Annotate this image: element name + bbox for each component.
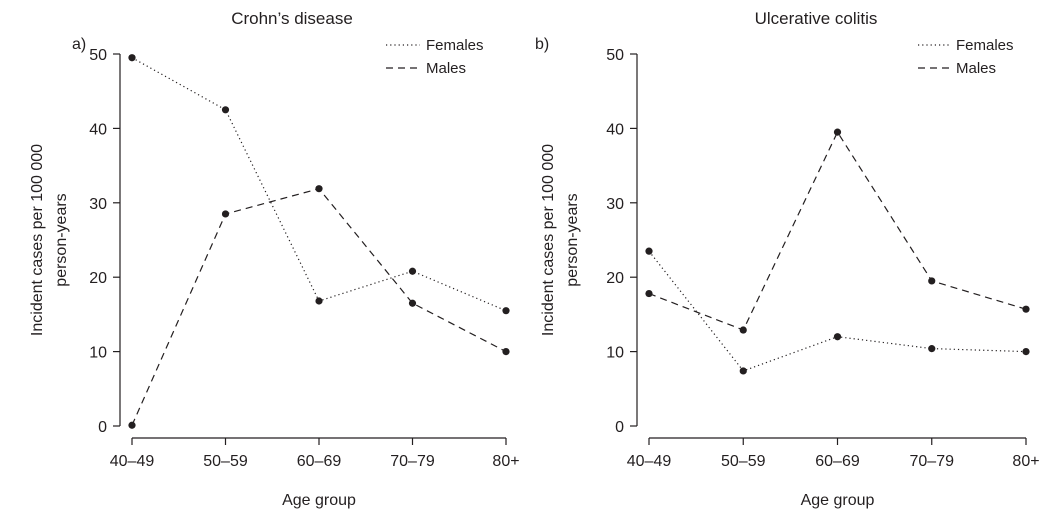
panel-b-y-tick-label: 20 <box>606 270 624 287</box>
panel-b-males-point <box>833 128 842 136</box>
panel-b-x-tick-label: 80+ <box>1012 453 1039 470</box>
panel-a-females-point <box>502 307 510 315</box>
panel-a-x-tick-label: 40–49 <box>110 453 155 470</box>
panel-b-y-axis-title: Incident cases per 100 000 <box>540 144 557 336</box>
panel-a-y-axis-title-line2: person-years <box>53 193 70 286</box>
panel-a-females-point <box>408 267 417 275</box>
panel-a-males-point <box>315 185 323 193</box>
panel-a-letter: a) <box>72 36 86 53</box>
panel-a-males-point <box>128 421 136 429</box>
panel-a-y-axis-title: Incident cases per 100 000 <box>29 144 46 336</box>
panel-b-y-tick-label: 30 <box>606 196 624 213</box>
panel-b-title: Ulcerative colitis <box>755 9 878 28</box>
panel-a-females-line <box>131 57 507 312</box>
panel-b-females-point <box>739 367 747 375</box>
panel-b-x-tick-label: 70–79 <box>910 453 955 470</box>
panel-b-legend-males-label: Males <box>956 60 996 77</box>
panel-b-y-tick-label: 0 <box>615 419 624 436</box>
panel-a-x-axis-title: Age group <box>282 492 356 509</box>
panel-a-legend-females-label: Females <box>426 37 484 54</box>
panel-a-females-point <box>128 54 136 62</box>
panel-a-y-tick-label: 40 <box>89 121 107 138</box>
panel-b-males-point <box>1022 305 1030 313</box>
panel-b-males-point <box>645 289 653 298</box>
panel-b-females-point <box>928 345 936 353</box>
panel-a-y-tick-label: 50 <box>89 47 107 64</box>
panel-b-males-line <box>648 130 1027 331</box>
panel-b-females-line <box>648 250 1027 372</box>
panel-a-females-point <box>315 297 323 305</box>
panel-b-females-point <box>1022 348 1030 356</box>
panel-a-males-point <box>221 210 230 218</box>
panel-a-males-point <box>502 348 510 356</box>
panel-b-x-axis-title: Age group <box>801 492 875 509</box>
panel-b-y-tick-label: 40 <box>606 121 624 138</box>
panel-b-legend-females-label: Females <box>956 37 1014 54</box>
panel-b-females-point <box>645 247 653 255</box>
panel-b-x-tick-label: 40–49 <box>627 453 672 470</box>
panel-b-females-point <box>833 333 842 341</box>
panel-a-females-point <box>221 106 230 114</box>
panel-b-y-tick-label: 50 <box>606 47 624 64</box>
panel-b-x-tick-label: 60–69 <box>815 453 860 470</box>
panel-a-x-tick-label: 60–69 <box>297 453 342 470</box>
panel-b-males-point <box>739 326 747 334</box>
panel-b-x-tick-label: 50–59 <box>721 453 766 470</box>
panel-a-legend-males-label: Males <box>426 60 466 77</box>
panel-a-y-tick-label: 20 <box>89 270 107 287</box>
panel-b-y-axis-title-line2: person-years <box>564 193 581 286</box>
panel-a-x-tick-label: 50–59 <box>203 453 248 470</box>
panel-a-y-tick-label: 10 <box>89 345 107 362</box>
panel-a-title: Crohn’s disease <box>231 9 353 28</box>
panel-a-y-tick-label: 30 <box>89 196 107 213</box>
panel-a-males-point <box>408 299 417 307</box>
panel-a-x-tick-label: 70–79 <box>390 453 435 470</box>
panel-b-y-tick-label: 10 <box>606 345 624 362</box>
panel-a-x-tick-label: 80+ <box>492 453 519 470</box>
panel-a-males-line <box>131 188 507 426</box>
panel-b-letter: b) <box>535 36 549 53</box>
panel-a-y-tick-label: 0 <box>98 419 107 436</box>
panel-b-males-point <box>928 277 936 285</box>
